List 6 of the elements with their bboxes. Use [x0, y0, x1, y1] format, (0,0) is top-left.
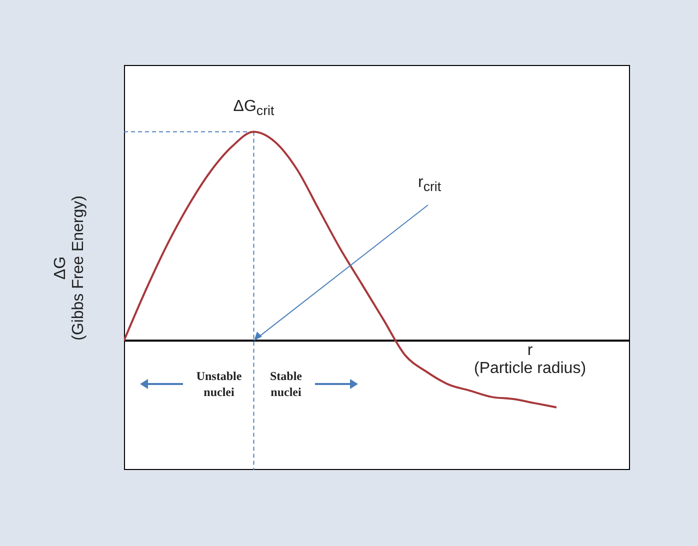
annotation: Unstable nuclei — [195, 368, 243, 400]
annotation: r$_{crit}$ — [418, 174, 442, 194]
annotation: Stable nuclei — [268, 368, 303, 400]
y-axis-title: ΔG (Gibbs Free Energy) — [52, 196, 88, 340]
annotation: ΔG$_{crit}$ — [232, 98, 276, 118]
x-axis-title: r (Particle radius) — [472, 342, 588, 378]
